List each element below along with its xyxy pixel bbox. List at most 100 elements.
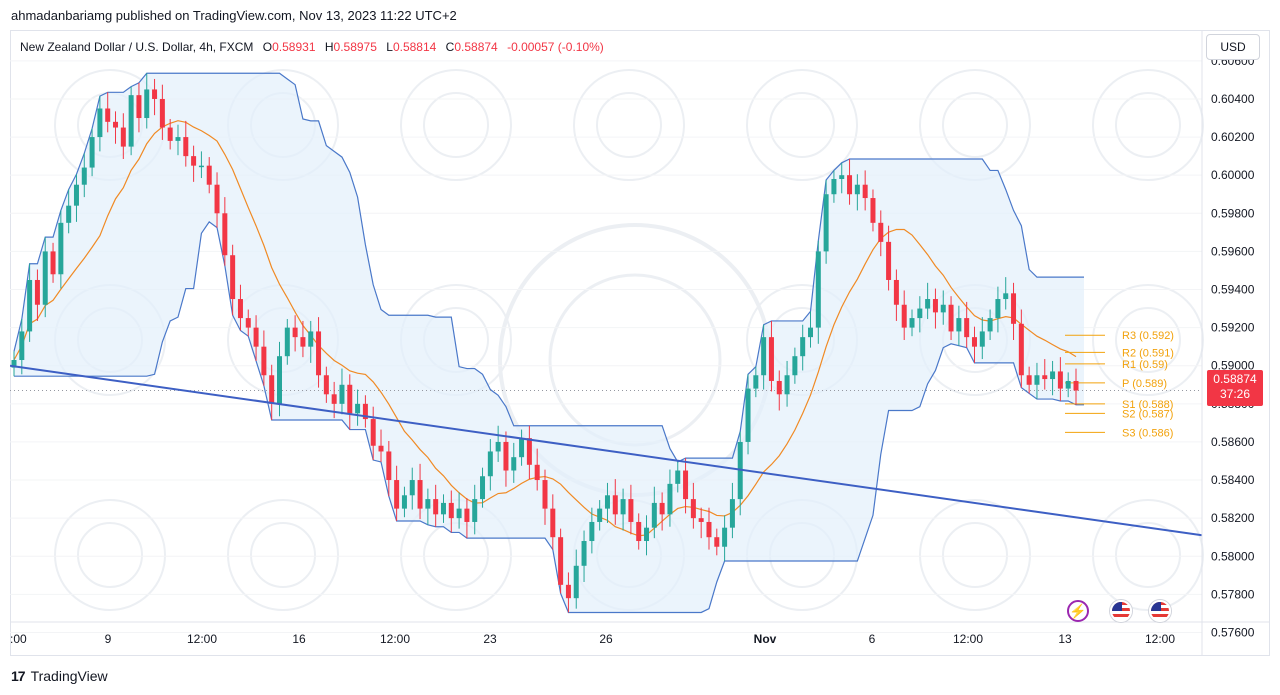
candle-body — [675, 470, 681, 484]
candle-body — [542, 480, 548, 509]
candle-body — [1003, 293, 1009, 300]
candle-body — [948, 304, 954, 332]
candle-body — [66, 205, 72, 223]
watermark-seal — [227, 499, 339, 611]
candle-body — [472, 499, 478, 522]
candle-body — [534, 464, 540, 481]
candle-body — [519, 438, 525, 458]
pivot-label: R1 (0.59) — [1122, 359, 1168, 371]
watermark-seal — [54, 499, 166, 611]
candle-body — [433, 499, 439, 515]
chart-frame[interactable] — [10, 30, 1270, 656]
candle-body — [1057, 371, 1063, 389]
legend-low-label: L — [386, 40, 393, 54]
candle-body — [698, 518, 704, 522]
candle-body — [175, 137, 181, 141]
candle-body — [136, 95, 142, 119]
x-tick-label: :00 — [10, 632, 27, 646]
channel-lower — [14, 221, 1084, 614]
candle-body — [487, 451, 493, 477]
candle-body — [370, 419, 376, 446]
candle-body — [331, 394, 337, 404]
candle-body — [925, 299, 931, 309]
candle-body — [753, 375, 759, 389]
candle-body — [956, 318, 962, 332]
lightning-icon[interactable]: ⚡ — [1067, 600, 1089, 622]
candle-body — [940, 304, 946, 313]
candle-body — [651, 502, 657, 528]
candle-body — [198, 165, 204, 168]
pivot-levels: R3 (0.592) R2 (0.591)R1 (0.59) P (0.589) S1… — [1065, 330, 1174, 439]
x-tick-label: 13 — [1058, 632, 1072, 646]
candle-body — [401, 495, 407, 509]
candle-body — [932, 299, 938, 313]
x-tick-label: 23 — [483, 632, 497, 646]
candle-body — [19, 331, 25, 361]
candle-body — [277, 356, 282, 404]
watermark-seal-inner — [1115, 522, 1181, 588]
candle-body — [347, 384, 353, 414]
candle-body — [339, 384, 345, 404]
candle-body — [714, 537, 720, 547]
footer-brand-text: TradingView — [30, 668, 108, 684]
candle-body — [42, 251, 48, 305]
candle-body — [659, 502, 665, 515]
candle-body — [152, 89, 158, 99]
watermark-seal — [573, 69, 685, 181]
candle-body — [11, 360, 17, 368]
watermark-seal-inner — [77, 522, 143, 588]
candle-body — [901, 304, 907, 328]
candle-body — [440, 502, 446, 515]
watermark-seal — [1092, 284, 1204, 396]
candle-body — [230, 255, 236, 300]
candle-body — [745, 388, 751, 442]
watermark-seal-inner — [596, 92, 662, 158]
candle-body — [815, 251, 821, 328]
legend-change: -0.00057 (-0.10%) — [507, 40, 604, 54]
x-tick-label: 9 — [105, 632, 112, 646]
y-tick-label: 0.58200 — [1211, 511, 1255, 525]
candle-body — [89, 137, 95, 168]
candle-body — [971, 337, 977, 347]
us-flag-icon[interactable] — [1149, 600, 1171, 622]
currency-button[interactable]: USD — [1206, 34, 1260, 60]
candle-body — [862, 184, 868, 199]
channel-fill — [14, 73, 1084, 613]
candle-body — [800, 337, 806, 357]
candle-body — [854, 184, 860, 195]
watermark-seal — [1092, 499, 1204, 611]
y-tick-label: 0.59400 — [1211, 283, 1255, 297]
candle-body — [300, 337, 306, 347]
candle-body — [917, 308, 923, 319]
y-tick-label: 0.57600 — [1211, 625, 1255, 639]
candle-body — [1042, 375, 1048, 380]
y-axis: 0.606000.604000.602000.600000.598000.596… — [10, 30, 1270, 656]
candle-body — [729, 499, 735, 528]
candle-body — [495, 441, 501, 452]
candle-body — [1011, 293, 1017, 324]
candle-body — [886, 241, 892, 280]
watermark-main-inner — [548, 273, 722, 447]
y-tick-label: 0.60000 — [1211, 168, 1255, 182]
candle-body — [73, 184, 79, 206]
candle-body — [81, 167, 87, 185]
candles — [11, 73, 1079, 613]
legend-open-label: O — [262, 40, 273, 54]
watermark-seal — [400, 69, 512, 181]
watermark-seal — [746, 69, 858, 181]
candle-body — [222, 213, 228, 256]
chart-svg[interactable]: R3 (0.592) R2 (0.591)R1 (0.59) P (0.589) S1… — [10, 30, 1270, 656]
candle-body — [589, 521, 595, 542]
candle-body — [644, 527, 650, 542]
x-tick-label: 26 — [599, 632, 613, 646]
candle-body — [191, 156, 197, 166]
x-tick-label: 16 — [292, 632, 306, 646]
us-flag-icon[interactable] — [1110, 600, 1132, 622]
candle-body — [612, 495, 618, 515]
candle-body — [183, 137, 189, 157]
candle-body — [214, 184, 220, 214]
trendline[interactable] — [10, 364, 1203, 537]
pivot-label: P (0.589) — [1122, 378, 1167, 390]
candle-body — [378, 445, 384, 452]
x-tick-label: 6 — [869, 632, 876, 646]
